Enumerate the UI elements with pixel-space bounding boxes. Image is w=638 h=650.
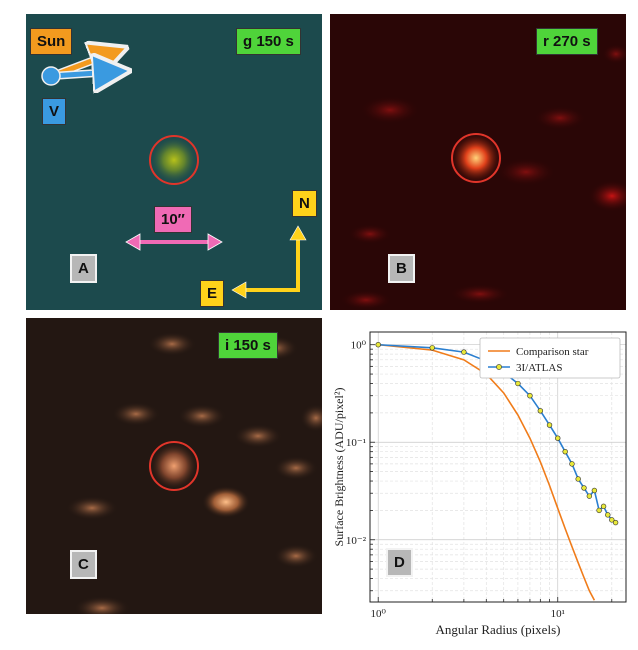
velocity-label: V	[42, 98, 67, 125]
legend-label-atlas: 3I/ATLAS	[516, 362, 562, 374]
background-source	[534, 106, 586, 130]
panel-letter-a: A	[70, 254, 97, 283]
y-tick-label: 10⁻¹	[346, 437, 366, 449]
legend: Comparison star 3I/ATLAS	[479, 337, 621, 379]
panel-c: i 150 s C	[26, 318, 322, 614]
background-source	[274, 544, 318, 568]
series-line-comparison-star	[378, 343, 596, 601]
y-axis-label: Surface Brightness (ADU/pixel²)	[332, 388, 346, 547]
background-source	[234, 424, 282, 448]
x-axis-label: Angular Radius (pixels)	[436, 622, 561, 637]
panel-letter-b: B	[388, 254, 415, 283]
data-point	[596, 507, 602, 514]
north-label: N	[292, 190, 317, 217]
data-point	[612, 519, 619, 526]
panel-a-image	[41, 14, 307, 299]
legend-box	[479, 337, 621, 379]
x-tick-label: 10⁰	[371, 608, 387, 620]
data-point	[429, 345, 435, 351]
background-source	[148, 332, 196, 356]
background-source	[450, 284, 510, 304]
data-point	[581, 485, 587, 491]
legend-marker-atlas	[496, 364, 502, 370]
plot-frame	[369, 331, 627, 603]
panel-letter-d: D	[386, 548, 413, 577]
scale-bar	[125, 233, 223, 251]
panel-b: r 270 s B	[330, 14, 626, 310]
comet-glow	[150, 442, 198, 490]
data-point	[575, 476, 581, 482]
data-point	[461, 349, 467, 355]
target-circle	[149, 135, 199, 185]
panel-letter-c: C	[70, 550, 97, 579]
background-source	[496, 158, 556, 186]
compass	[231, 225, 307, 299]
data-point	[605, 512, 611, 518]
y-tick-label: 10⁰	[351, 340, 367, 352]
data-point	[609, 517, 615, 523]
background-source	[602, 44, 626, 64]
background-source	[112, 402, 160, 426]
data-point	[591, 487, 598, 494]
comet-glow	[450, 132, 502, 184]
background-source	[588, 180, 626, 212]
data-point	[555, 435, 561, 441]
x-tick-label: 10¹	[551, 608, 565, 620]
background-source	[274, 456, 318, 480]
filter-label-g: g 150 s	[236, 28, 301, 55]
scale-label: 10″	[154, 206, 192, 233]
background-source	[300, 404, 322, 432]
data-point	[569, 461, 575, 467]
background-source	[360, 96, 420, 124]
comet-position-dot	[41, 66, 61, 86]
target-circle	[149, 441, 199, 491]
data-point	[586, 493, 593, 499]
series-layer	[375, 342, 619, 601]
data-point	[537, 408, 544, 414]
y-tick-label: 10⁻²	[346, 535, 367, 547]
background-source	[340, 290, 392, 310]
target-circle	[451, 133, 501, 183]
ticks: 10⁰ 10¹ 10⁰ 10⁻¹ 10⁻²	[346, 340, 613, 620]
profile-chart: 10⁰ 10¹ 10⁰ 10⁻¹ 10⁻² Angular Radius (pixels…	[332, 331, 627, 637]
data-point	[546, 422, 553, 428]
panel-d: 10⁰ 10¹ 10⁰ 10⁻¹ 10⁻² Angular Radius (pixels…	[330, 318, 638, 650]
background-source	[66, 496, 118, 520]
data-point	[562, 448, 568, 455]
velocity-arrow	[51, 72, 112, 76]
background-source	[348, 224, 392, 244]
panel-b-image	[340, 44, 626, 310]
filter-label-i: i 150 s	[218, 332, 278, 359]
data-point	[515, 380, 521, 387]
legend-label-comparison: Comparison star	[516, 346, 589, 358]
background-source	[74, 596, 130, 614]
background-source	[178, 404, 226, 428]
data-point	[375, 342, 381, 348]
data-point	[527, 393, 533, 399]
comet-glow	[150, 136, 198, 184]
filter-label-r: r 270 s	[536, 28, 598, 55]
sun-label: Sun	[30, 28, 73, 55]
panel-a: Sun V g 150 s 10″ N E A	[26, 14, 322, 310]
east-label: E	[200, 280, 225, 307]
background-source	[202, 486, 250, 518]
data-point	[600, 503, 607, 510]
